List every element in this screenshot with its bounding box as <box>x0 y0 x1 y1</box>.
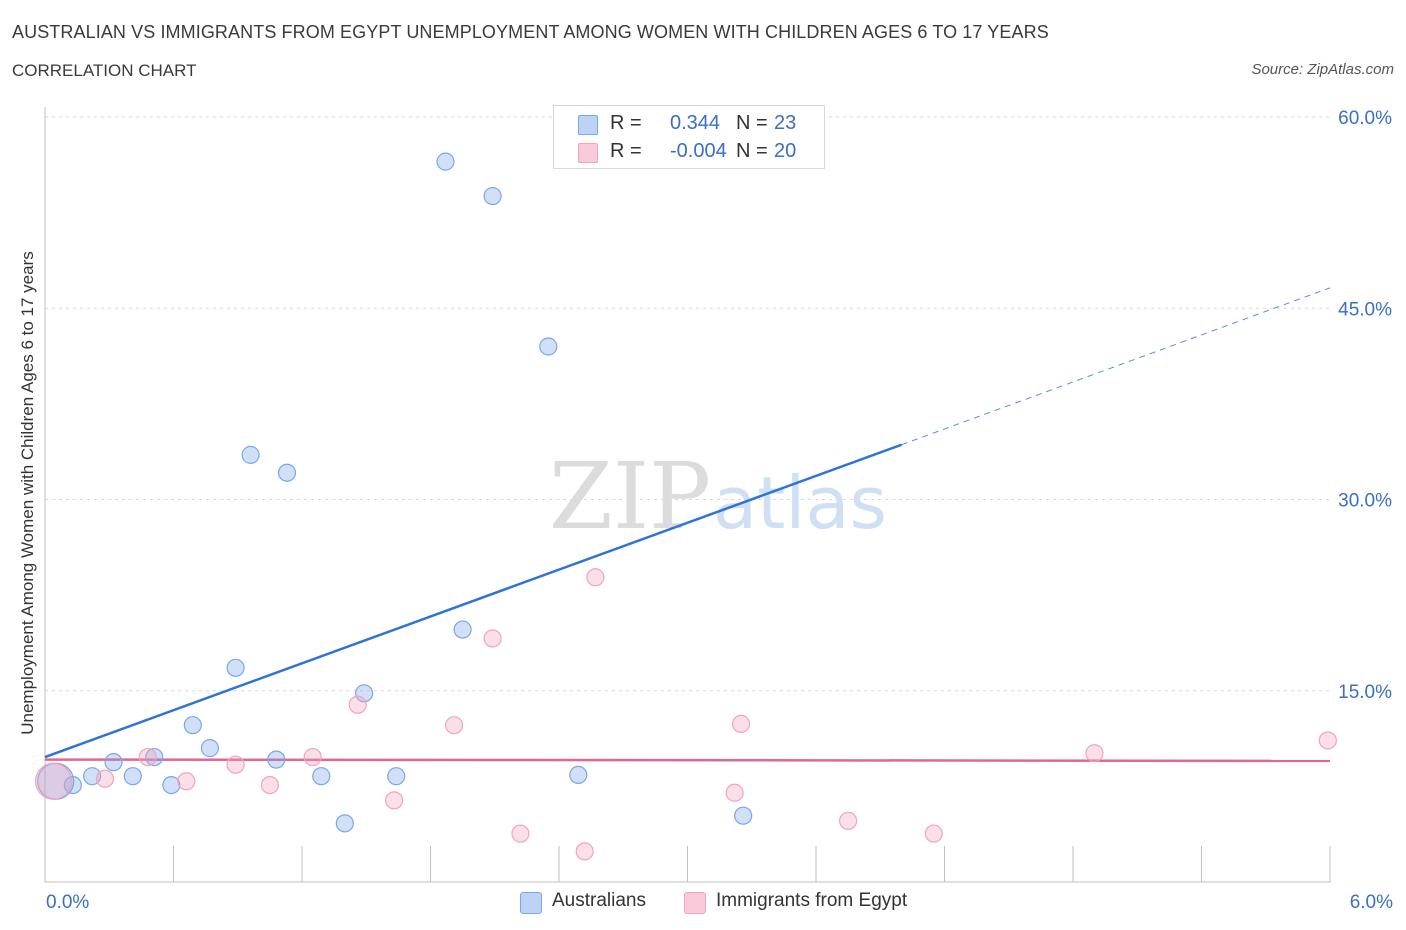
egypt-point <box>575 842 594 861</box>
chart-subtitle: CORRELATION CHART <box>12 61 197 80</box>
australians-point <box>241 445 260 464</box>
australians-point <box>183 716 202 735</box>
australians-point <box>453 620 472 639</box>
egypt-point <box>260 775 279 795</box>
x-tick-label: 6.0% <box>1350 892 1393 913</box>
trend-line-0 <box>44 443 903 759</box>
egypt-point <box>586 568 605 587</box>
egypt-point <box>226 755 245 774</box>
egypt-point <box>177 772 196 791</box>
australians-point <box>355 684 374 703</box>
egypt-point <box>348 695 367 714</box>
data-points <box>34 152 1337 861</box>
australians-point <box>123 767 142 786</box>
egypt-point <box>1318 731 1337 750</box>
australians-point <box>200 739 220 758</box>
egypt-point <box>1085 744 1104 763</box>
australians-point <box>312 767 331 786</box>
egypt-point <box>924 824 943 843</box>
x-tick-label: 0.0% <box>46 892 89 913</box>
stats-legend: R = 0.344 N = 23 R = -0.004 N = 20 <box>553 105 825 169</box>
trend-lines <box>44 287 1331 763</box>
egypt-point <box>34 762 73 800</box>
series-legend: Australians Immigrants from Egypt <box>0 890 1406 916</box>
australians-point <box>483 186 502 206</box>
y-axis-label: Unemployment Among Women with Children A… <box>18 251 37 735</box>
n-value-australians: 23 <box>774 112 797 134</box>
australians-point <box>436 152 455 171</box>
watermark: ZIP atlas <box>549 443 887 550</box>
axes <box>44 107 1331 883</box>
legend-swatch-australians <box>520 892 542 914</box>
legend-label-egypt: Immigrants from Egypt <box>716 890 908 911</box>
r-label: R = <box>610 112 642 134</box>
legend-swatch-egypt <box>684 892 706 914</box>
australians-point <box>145 747 164 767</box>
australians-swatch <box>578 115 598 135</box>
egypt-point <box>839 811 858 830</box>
trend-line-1 <box>44 758 1331 763</box>
y-tick-label: 45.0% <box>1338 299 1392 320</box>
egypt-point <box>384 791 404 810</box>
australians-point <box>267 750 286 769</box>
y-tick-label: 30.0% <box>1338 491 1392 512</box>
egypt-point <box>511 824 530 843</box>
tick-labels: 15.0% 30.0% 45.0% 60.0% 0.0% 6.0% <box>46 108 1393 913</box>
australians-point <box>539 337 558 356</box>
source-credit: Source: ZipAtlas.com <box>1251 61 1394 78</box>
egypt-point <box>483 629 502 648</box>
australians-point <box>104 753 123 772</box>
watermark-zip: ZIP <box>549 443 711 550</box>
australians-point <box>569 765 588 785</box>
y-tick-label: 15.0% <box>1338 682 1392 703</box>
r-value-egypt: -0.004 <box>670 140 727 162</box>
australians-point <box>734 806 753 825</box>
egypt-swatch <box>578 143 598 163</box>
n-label: N = <box>736 112 768 134</box>
australians-point <box>387 767 406 786</box>
egypt-point <box>138 747 157 767</box>
n-label: N = <box>736 140 768 162</box>
australians-point <box>226 658 245 677</box>
australians-point <box>335 814 354 833</box>
grid-lines <box>45 116 1330 692</box>
egypt-point <box>725 783 744 802</box>
chart-title: AUSTRALIAN VS IMMIGRANTS FROM EGYPT UNEM… <box>12 22 1049 42</box>
egypt-point <box>303 747 322 767</box>
australians-point <box>63 775 82 795</box>
trend-extension-0 <box>901 287 1331 446</box>
egypt-point <box>95 769 115 788</box>
egypt-point <box>444 716 464 735</box>
egypt-point <box>731 714 751 734</box>
legend-label-australians: Australians <box>552 890 646 911</box>
australians-point <box>162 775 181 795</box>
n-value-egypt: 20 <box>774 140 797 162</box>
y-tick-label: 60.0% <box>1338 108 1392 129</box>
australians-point <box>277 463 297 482</box>
r-label: R = <box>610 140 642 162</box>
r-value-australians: 0.344 <box>670 112 721 134</box>
